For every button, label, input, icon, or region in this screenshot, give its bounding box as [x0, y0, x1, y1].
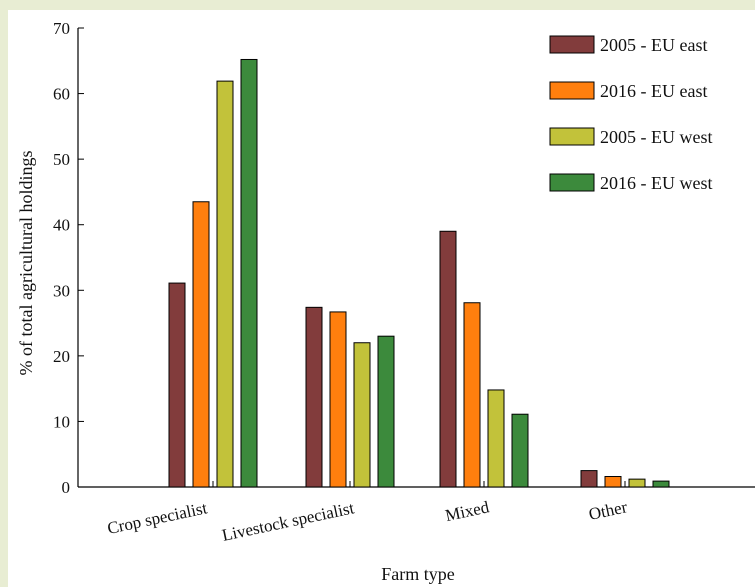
- bar-chart: Crop specialist Livestock specialist Mixed…: [16, 19, 755, 584]
- x-tick-label: Other: [587, 497, 629, 524]
- legend-swatch: [549, 173, 595, 192]
- bar: [216, 80, 234, 488]
- bar: [377, 335, 395, 488]
- legend-label: 2005 - EU east: [600, 35, 707, 55]
- y-tick-label: 40: [53, 216, 70, 235]
- bar: [305, 306, 323, 488]
- y-tick-label: 20: [53, 347, 70, 366]
- y-tick-label: 0: [62, 478, 71, 497]
- bar: [511, 413, 529, 488]
- x-tick-label: Mixed: [443, 497, 491, 525]
- bar: [652, 480, 670, 488]
- bar: [329, 311, 347, 488]
- bar: [628, 478, 646, 488]
- legend-swatch: [549, 81, 595, 100]
- x-tick-label: Crop specialist: [106, 498, 210, 538]
- legend-swatch: [549, 35, 595, 54]
- legend-label: 2016 - EU east: [600, 81, 707, 101]
- y-tick-label: 10: [53, 412, 70, 431]
- legend-swatch: [549, 127, 595, 146]
- x-tick-label: Livestock specialist: [220, 498, 356, 545]
- bar: [240, 58, 258, 488]
- x-tick-labels: Crop specialist Livestock specialist Mixed…: [106, 497, 630, 545]
- legend-label: 2016 - EU west: [600, 173, 712, 193]
- legend-label: 2005 - EU west: [600, 127, 712, 147]
- x-axis-title: Farm type: [381, 564, 455, 584]
- y-tick-label: 60: [53, 85, 70, 104]
- y-tick-labels: 0 10 20 30 40 50 60 70: [53, 19, 70, 497]
- y-tick-label: 70: [53, 19, 70, 38]
- bars: [168, 58, 670, 488]
- chart-frame: Crop specialist Livestock specialist Mixed…: [8, 10, 755, 587]
- bar: [463, 302, 481, 488]
- y-tick-label: 30: [53, 281, 70, 300]
- bar: [439, 230, 457, 488]
- legend: 2005 - EU east 2016 - EU east 2005 - EU we…: [549, 35, 712, 193]
- y-axis-title: % of total agricultural holdings: [16, 151, 36, 376]
- bar: [604, 476, 622, 488]
- bar: [580, 470, 598, 488]
- bar: [487, 389, 505, 488]
- y-tick-label: 50: [53, 150, 70, 169]
- bar: [192, 201, 210, 488]
- bar: [353, 342, 371, 488]
- bar: [168, 282, 186, 488]
